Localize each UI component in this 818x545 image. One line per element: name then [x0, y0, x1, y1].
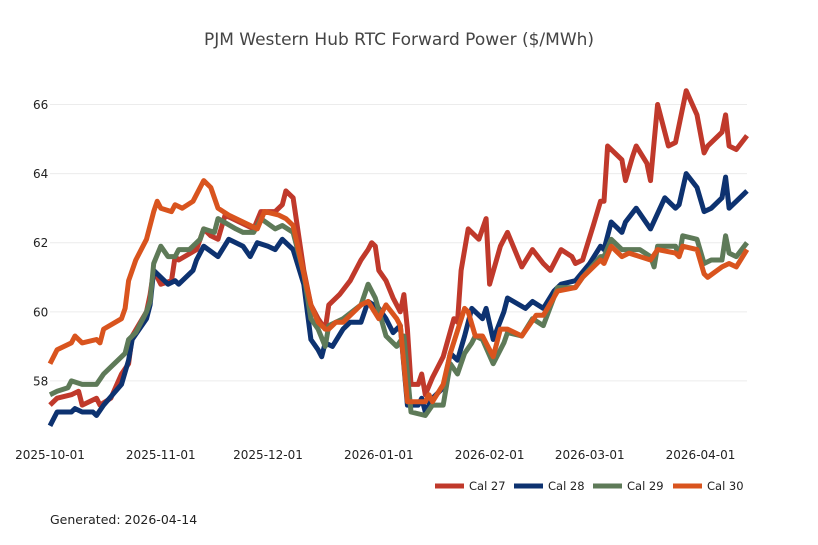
x-tick-label: 2026-01-01 — [344, 448, 414, 462]
series-line-cal-29 — [48, 216, 749, 418]
x-tick-label: 2026-02-01 — [455, 448, 525, 462]
y-tick-label: 66 — [33, 98, 48, 112]
series-line-cal-30 — [47, 178, 750, 405]
legend-label: Cal 30 — [707, 479, 744, 493]
generated-date-footer: Generated: 2026-04-14 — [50, 512, 198, 527]
chart-title: PJM Western Hub RTC Forward Power ($/MWh… — [204, 30, 594, 50]
y-tick-label: 58 — [33, 374, 48, 388]
y-tick-label: 60 — [33, 305, 48, 319]
legend-item: Cal 28 — [514, 479, 585, 493]
x-tick-label: 2026-04-01 — [666, 448, 736, 462]
legend-item: Cal 27 — [435, 479, 506, 493]
legend-label: Cal 27 — [469, 479, 506, 493]
y-axis-ticks: 58 60 62 64 66 — [33, 98, 48, 388]
gridlines — [50, 104, 747, 382]
series-line-cal-28 — [47, 171, 749, 427]
y-tick-label: 64 — [33, 167, 48, 181]
legend-label: Cal 28 — [548, 479, 585, 493]
series-line-cal-27 — [48, 88, 749, 408]
legend-item: Cal 29 — [593, 479, 664, 493]
x-tick-label: 2025-12-01 — [233, 448, 303, 462]
x-tick-label: 2025-10-01 — [15, 448, 85, 462]
y-tick-label: 62 — [33, 236, 48, 250]
x-tick-label: 2026-03-01 — [555, 448, 625, 462]
x-axis-ticks: 2025-10-01 2025-11-01 2025-12-01 2026-01-01… — [15, 448, 735, 462]
legend: Cal 27 Cal 28 Cal 29 Cal 30 — [435, 479, 744, 493]
x-tick-label: 2025-11-01 — [126, 448, 196, 462]
legend-label: Cal 29 — [627, 479, 664, 493]
legend-item: Cal 30 — [673, 479, 744, 493]
series-lines — [47, 88, 750, 427]
